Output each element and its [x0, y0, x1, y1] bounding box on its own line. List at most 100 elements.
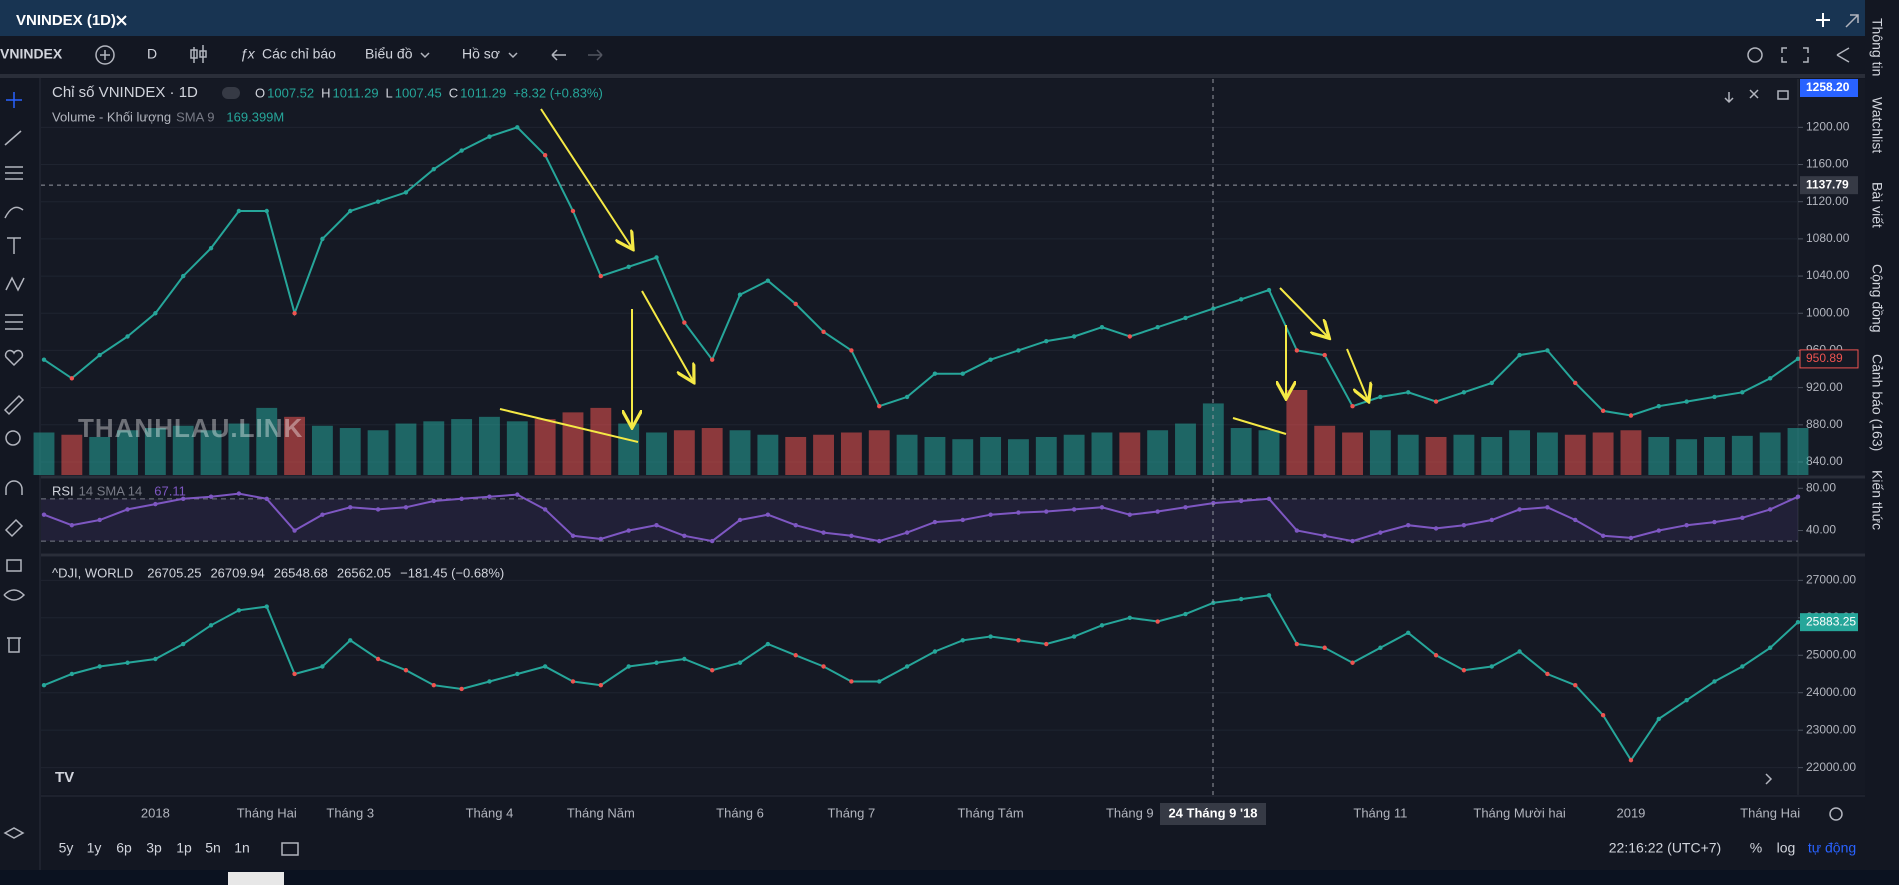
data-point: [1600, 408, 1606, 414]
annotation-arrow: [1279, 287, 1328, 337]
data-point: [181, 273, 186, 279]
pane-buttons[interactable]: [1724, 89, 1789, 104]
ohlc-label: L: [386, 85, 393, 100]
volume-bar: [1314, 425, 1336, 475]
data-point: [1071, 334, 1077, 339]
data-point: [626, 664, 631, 669]
data-point: [598, 536, 604, 542]
interval[interactable]: D: [147, 46, 157, 62]
clock: 22:16:22 (UTC+7): [1609, 840, 1721, 856]
volume-bar: [1119, 432, 1141, 475]
data-point: [1099, 623, 1105, 628]
undo[interactable]: [551, 49, 566, 61]
data-point: [181, 641, 186, 647]
data-point: [264, 208, 269, 214]
data-point: [1740, 664, 1745, 669]
add-symbol-plus: [100, 50, 110, 60]
annotation-arrow: [641, 290, 693, 381]
symbol[interactable]: VNINDEX: [0, 46, 63, 62]
redo[interactable]: [588, 49, 603, 61]
sidebar-tab[interactable]: Bài viết: [1869, 182, 1885, 228]
data-point: [1740, 390, 1745, 395]
new-tab[interactable]: [1816, 13, 1830, 27]
y-tick-label: 1000.00: [1806, 305, 1850, 319]
separator: [0, 74, 1899, 78]
expand[interactable]: [1845, 14, 1859, 28]
scale-button[interactable]: log: [1777, 840, 1796, 856]
range-button[interactable]: 3p: [146, 840, 162, 856]
dji-ohlc: 26548.68: [274, 565, 328, 580]
time-settings[interactable]: [1829, 807, 1843, 821]
scale-button[interactable]: %: [1750, 840, 1762, 856]
share[interactable]: [1836, 47, 1850, 63]
data-point: [932, 371, 938, 376]
volume-bar: [1147, 430, 1169, 475]
data-point: [904, 394, 910, 400]
data-point: [459, 148, 464, 153]
data-point: [1433, 653, 1439, 658]
chart-type[interactable]: Biểu đồ: [365, 46, 413, 62]
range-button[interactable]: 1y: [87, 840, 102, 856]
volume-bar: [1592, 432, 1614, 475]
add-symbol[interactable]: [95, 45, 115, 65]
data-point: [348, 505, 353, 510]
sidebar-tab[interactable]: Thông tin: [1869, 18, 1885, 76]
sidebar-tab[interactable]: Watchlist: [1869, 97, 1885, 153]
volume-bar: [813, 434, 834, 475]
scroll-right[interactable]: [1765, 773, 1773, 785]
profile[interactable]: Hồ sơ: [462, 46, 500, 62]
data-point: [877, 404, 882, 409]
range-button[interactable]: 1n: [234, 840, 250, 856]
settings[interactable]: [1747, 47, 1763, 63]
ohlc-label: H: [321, 85, 330, 100]
data-point: [1266, 496, 1272, 502]
volume-sma: SMA 9: [176, 109, 214, 124]
y-tick-label: 1080.00: [1806, 231, 1850, 245]
data-point: [877, 538, 882, 544]
sidebar-tab[interactable]: Cộng đồng: [1869, 264, 1885, 333]
data-point: [1767, 376, 1773, 381]
range-button[interactable]: 5n: [205, 840, 221, 856]
data-point: [1545, 348, 1550, 353]
data-point: [1211, 306, 1216, 311]
volume-bar: [395, 423, 417, 475]
data-point: [459, 686, 464, 692]
data-point: [264, 604, 269, 609]
plot-layer: 840.00880.00920.00960.001000.001040.0010…: [33, 79, 1859, 820]
x-tick-label: Tháng Hai: [237, 805, 297, 820]
range-button[interactable]: 6p: [116, 840, 132, 856]
data-point: [932, 519, 938, 525]
data-point: [1322, 645, 1327, 650]
tab-close[interactable]: [116, 15, 127, 26]
sidebar-tab[interactable]: Cảnh báo (163): [1869, 354, 1885, 451]
volume-bar: [1175, 423, 1196, 475]
rsi-band: [41, 498, 1798, 542]
data-point: [375, 507, 381, 512]
indicators[interactable]: Các chỉ báo: [262, 46, 336, 62]
tool-icons[interactable]: [3, 92, 26, 839]
tab-title[interactable]: VNINDEX (1D): [16, 12, 116, 29]
volume-bar: [1731, 435, 1753, 475]
data-point: [988, 357, 993, 362]
taskbar-app[interactable]: [228, 872, 284, 885]
range-button[interactable]: 5y: [59, 840, 74, 856]
data-point: [1406, 523, 1411, 528]
data-point: [320, 512, 325, 517]
x-tick-label: 2019: [1616, 805, 1645, 820]
date-range-icon[interactable]: [281, 842, 299, 856]
annotation-line: [1232, 417, 1287, 435]
sidebar-tab[interactable]: Kiến thức: [1869, 470, 1885, 530]
data-point: [1600, 712, 1606, 718]
fullscreen[interactable]: [1781, 47, 1809, 63]
range-button[interactable]: 1p: [176, 840, 192, 856]
data-point: [97, 664, 102, 669]
volume-bar: [896, 434, 918, 475]
scale-button[interactable]: tự động: [1808, 840, 1856, 856]
data-point: [849, 533, 854, 538]
top-price-box: [1800, 79, 1858, 97]
data-point: [598, 683, 604, 688]
y-tick-label: 27000.00: [1806, 573, 1856, 587]
collapse-btn[interactable]: [222, 87, 240, 99]
bar-style[interactable]: [190, 45, 207, 63]
price-line: [43, 492, 1799, 543]
